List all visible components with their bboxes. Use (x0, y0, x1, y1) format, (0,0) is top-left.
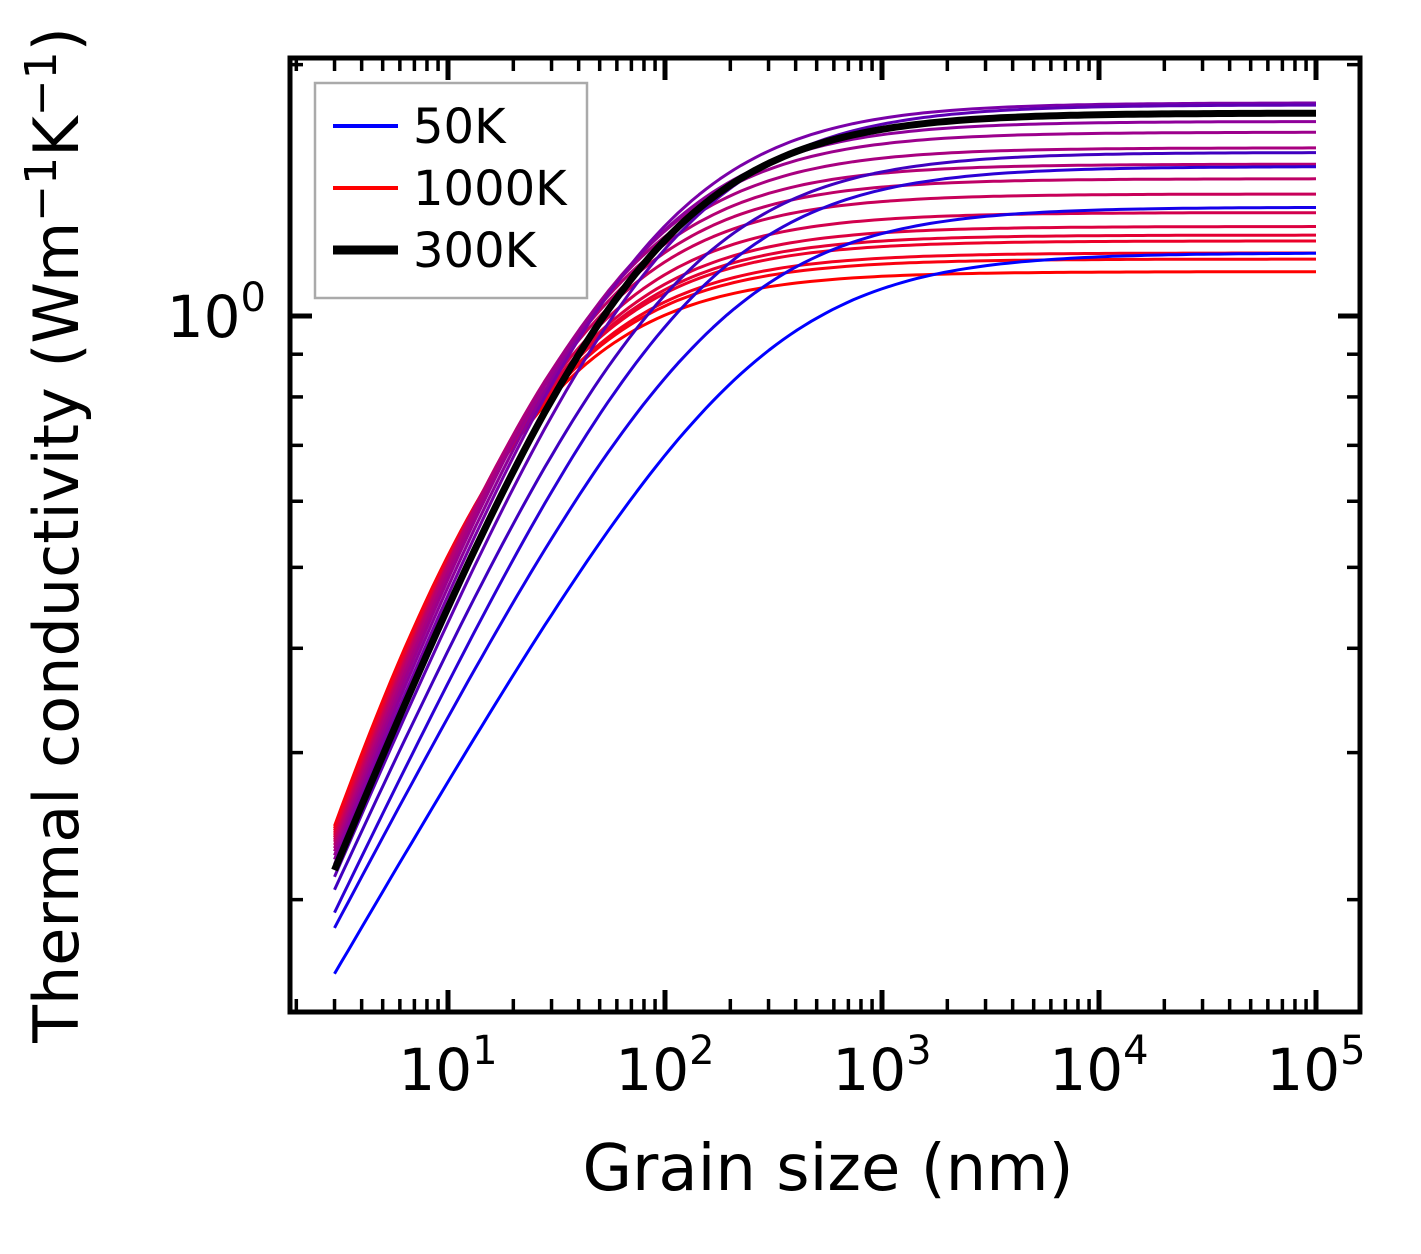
series-line-200K (333, 151, 1316, 891)
y-axis-label-superscript: −1 (16, 51, 67, 116)
x-tick-label-10e3: 103 (832, 1028, 931, 1104)
series-line-450K (333, 130, 1316, 856)
plot-border (287, 55, 1363, 1015)
y-tick-label-10e0: 100 (167, 275, 266, 351)
y-axis-label-text: Thermal conductivity (Wm (20, 222, 93, 1044)
tick-label-exponent: 5 (1340, 1028, 1365, 1074)
series-line-100K (333, 206, 1316, 929)
x-tick-label-10e1: 101 (398, 1028, 497, 1104)
series-line-550K (333, 162, 1316, 849)
x-axis-label: Grain size (nm) (582, 1132, 1073, 1206)
series-line-350K (333, 101, 1316, 865)
y-tick-labels: 100 (167, 275, 266, 351)
y-axis-label: Thermal conductivity (Wm−1K−1) (16, 27, 93, 1044)
tick-label-exponent: 2 (689, 1028, 714, 1074)
legend-label-300K: 300K (413, 223, 538, 279)
series-line-50K (333, 251, 1316, 975)
x-tick-label-10e4: 104 (1049, 1028, 1148, 1104)
tick-label-exponent: 1 (472, 1028, 497, 1074)
tick-label-exponent: 4 (1123, 1028, 1148, 1074)
legend-entries: 50K 1000K 300K (333, 99, 568, 279)
y-axis-label-text: ) (20, 27, 93, 51)
curves (331, 101, 1317, 975)
series-line-300K (331, 109, 1316, 872)
legend-label-50K: 50K (413, 99, 507, 155)
y-axis-label-text: K (20, 115, 93, 157)
tick-label-base: 10 (615, 1036, 689, 1104)
legend: 50K 1000K 300K (313, 81, 589, 300)
tick-label-exponent: 3 (906, 1028, 931, 1074)
tick-label-base: 10 (1049, 1036, 1123, 1104)
x-tick-label-10e5: 105 (1266, 1028, 1365, 1104)
legend-label-1000K: 1000K (413, 161, 568, 217)
tick-label-base: 10 (1266, 1036, 1340, 1104)
axis-ticks (290, 58, 1360, 1012)
series-line-500K (333, 146, 1316, 852)
tick-label-base: 10 (167, 283, 241, 351)
series-line-150K (333, 165, 1316, 914)
tick-label-base: 10 (832, 1036, 906, 1104)
y-axis-label-superscript: −1 (16, 157, 67, 222)
legend-box (313, 81, 589, 300)
x-tick-label-10e2: 102 (615, 1028, 714, 1104)
tick-label-base: 10 (398, 1036, 472, 1104)
x-tick-labels: 101 102 103 104 105 (398, 1028, 1365, 1104)
tick-label-exponent: 0 (241, 275, 266, 321)
